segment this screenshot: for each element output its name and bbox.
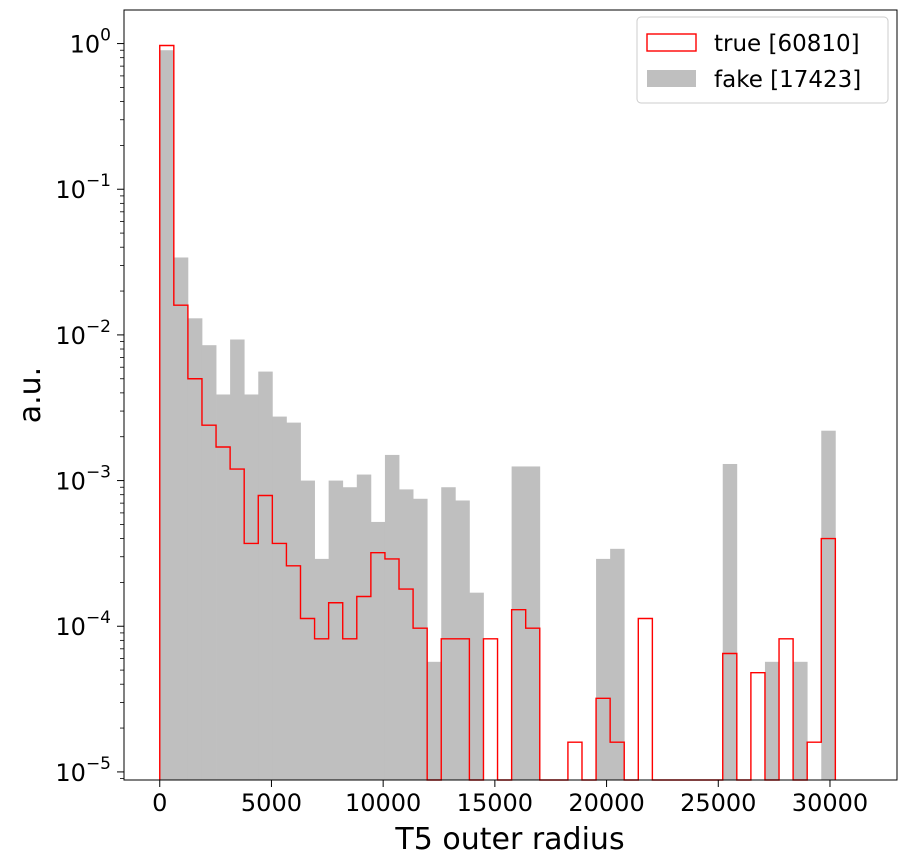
fake-bar [413,498,428,780]
x-tick-label: 10000 [345,789,421,817]
y-tick-label: 10−4 [55,608,111,641]
fake-bar [427,661,442,780]
y-tick-label: 10−5 [55,754,111,787]
x-tick-label: 30000 [792,789,868,817]
fake-bar [370,521,386,780]
fake-bar [187,318,203,780]
fake-bar [596,558,611,780]
fake-bar [300,480,315,780]
fake-bar [159,50,175,781]
y-axis-title: a.u. [13,367,48,423]
fake-bar [511,466,527,780]
fake-bar [821,430,836,780]
y-axis: 100 10−1 10−2 10−3 10−4 10−5 [55,26,124,787]
legend-true-label: true [60810] [714,31,860,57]
legend-fake-swatch [647,70,696,87]
fake-bar [399,489,414,780]
legend: true [60810] fake [17423] [636,16,889,104]
y-tick-label: 10−2 [55,317,111,350]
x-tick-label: 5000 [241,789,302,817]
x-tick-label: 20000 [568,789,644,817]
x-tick-label: 25000 [680,789,756,817]
legend-true-swatch [646,33,697,52]
fake-bar [258,371,273,780]
fake-bar [230,339,245,780]
fake-bar [525,466,541,780]
fake-bar [356,474,372,780]
fake-bar [272,416,287,780]
x-axis-title: T5 outer radius [394,822,624,857]
x-tick-label: 15000 [457,789,533,817]
fake-bar [722,463,738,780]
true-series-step-outline [159,44,837,781]
fake-series-bars [159,50,836,781]
legend-frame [636,16,889,104]
fake-bar [469,592,484,780]
fake-bar [610,548,625,780]
fake-bar [216,394,231,780]
fake-bar [286,422,301,780]
y-tick-label: 10−1 [55,171,111,204]
y-tick-label: 100 [70,26,111,59]
fake-bar [342,487,358,780]
fake-bar [793,661,808,780]
fake-bar [244,394,259,780]
x-tick-label: 0 [152,789,167,817]
x-axis: 0 5000 10000 15000 20000 25000 30000 [152,780,868,817]
fake-bar [384,454,400,780]
fake-bar [455,500,470,780]
fake-bar [201,345,217,780]
legend-fake-label: fake [17423] [714,67,861,93]
fake-bar [441,487,456,780]
fake-bar [328,480,344,780]
fake-bar [764,661,780,780]
y-tick-label: 10−3 [55,463,111,496]
fake-bar [314,558,330,780]
plot-frame [123,9,898,781]
fake-bar [173,257,189,780]
